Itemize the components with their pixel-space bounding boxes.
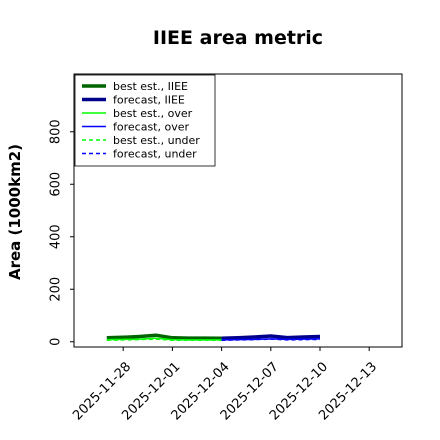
- legend-label-3: forecast, over: [113, 121, 189, 134]
- chart-title: IIEE area metric: [153, 27, 323, 49]
- legend-label-1: forecast, IIEE: [113, 94, 185, 107]
- y-tick-label-0: 0: [49, 338, 64, 346]
- y-tick-label-2: 400: [49, 224, 64, 249]
- series-line-5: [221, 338, 321, 341]
- y-tick-label-1: 200: [49, 277, 64, 302]
- legend-label-0: best est., IIEE: [113, 80, 188, 93]
- legend-label-2: best est., over: [113, 107, 193, 120]
- series-line-4: [106, 338, 222, 341]
- y-tick-label-3: 600: [49, 172, 64, 197]
- legend-label-4: best est., under: [113, 134, 200, 147]
- plot-frame: [73, 73, 403, 348]
- legend-label-5: forecast, under: [113, 148, 197, 161]
- legend-box: [74, 74, 216, 167]
- series-line-1: [221, 334, 321, 341]
- y-axis-label: Area (1000km2): [6, 144, 24, 280]
- plot-area: [106, 333, 321, 341]
- series-line-0: [106, 333, 222, 341]
- y-tick-label-4: 800: [49, 119, 64, 144]
